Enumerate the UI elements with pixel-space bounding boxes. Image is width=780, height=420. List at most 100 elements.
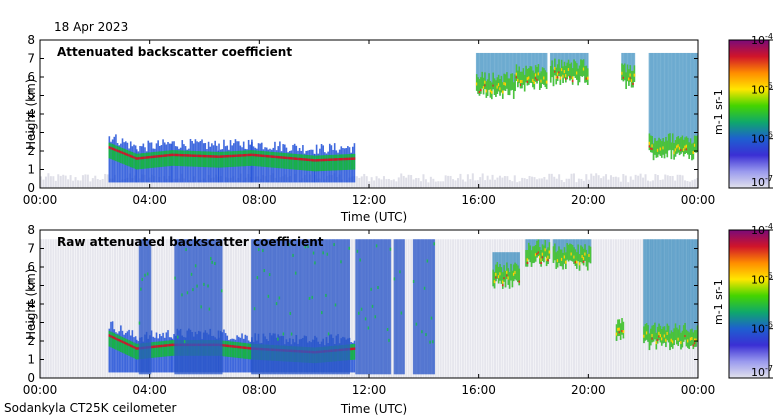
cloud-column — [689, 52, 692, 156]
aerosol-core — [188, 150, 190, 167]
layer-top-mark — [236, 154, 238, 157]
noise-column — [128, 239, 131, 378]
noise-curtain — [379, 239, 382, 375]
layer-top-mark — [259, 154, 261, 157]
noise-curtain — [315, 239, 318, 375]
noise-curtain — [262, 239, 264, 375]
aerosol-core — [347, 154, 349, 170]
layer-top-mark — [163, 344, 166, 347]
cloud-core — [687, 137, 689, 155]
layer-top-mark — [247, 153, 250, 157]
layer-top-mark — [303, 158, 306, 161]
noise-column — [590, 173, 593, 188]
noise-column — [427, 182, 430, 188]
noise-column — [563, 239, 566, 378]
noise-speckle — [356, 249, 359, 253]
aerosol-core — [108, 330, 111, 347]
layer-top-mark — [184, 154, 187, 157]
noise-column — [138, 178, 141, 188]
noise-curtain — [183, 239, 186, 375]
noise-curtain — [190, 239, 193, 375]
cloud-column — [656, 239, 659, 344]
noise-column — [153, 239, 156, 378]
aerosol-core — [160, 341, 163, 357]
layer-top-mark — [216, 155, 218, 158]
x-tick-label: 04:00 — [132, 383, 167, 397]
noise-column — [227, 239, 230, 378]
cloud-base-mark — [632, 82, 634, 85]
noise-column — [91, 239, 94, 378]
aerosol-core — [241, 342, 243, 359]
noise-curtain — [284, 239, 286, 375]
noise-column — [114, 239, 117, 378]
layer-top-mark — [142, 156, 145, 160]
noise-column — [513, 239, 516, 378]
cloud-core — [681, 135, 684, 153]
noise-speckle — [141, 277, 144, 281]
cloud-core — [510, 73, 512, 91]
cloud-peak — [588, 253, 590, 257]
cloud-core — [652, 324, 655, 342]
noise-column — [429, 176, 432, 188]
cloud-peak — [507, 276, 510, 280]
noise-column — [565, 239, 568, 378]
noise-column — [597, 175, 600, 188]
cloud-column — [496, 52, 499, 94]
noise-column — [239, 239, 242, 378]
cloud-column — [652, 239, 655, 342]
cloud-base-mark — [503, 277, 505, 280]
y-tick-label: 7 — [27, 52, 35, 66]
layer-top-mark — [211, 155, 213, 158]
layer-top-mark — [319, 158, 321, 162]
cloud-column — [489, 52, 492, 98]
noise-curtain — [278, 239, 281, 375]
layer-top-mark — [129, 344, 132, 347]
aerosol-core — [152, 152, 155, 168]
aerosol-core — [298, 154, 301, 170]
layer-top-mark — [131, 345, 134, 348]
cloud-base-mark — [582, 260, 585, 263]
layer-top-mark — [229, 344, 232, 348]
noise-speckle — [294, 271, 297, 275]
cloud-peak — [496, 85, 499, 89]
cloud-peak — [682, 148, 685, 152]
cloud-core — [558, 246, 560, 264]
layer-top-mark — [126, 342, 129, 346]
noise-speckle — [186, 291, 189, 295]
cloud-column — [695, 239, 697, 347]
noise-column — [67, 179, 70, 188]
noise-speckle — [190, 272, 193, 276]
aerosol-core — [302, 154, 304, 171]
noise-speckle — [360, 307, 363, 311]
noise-column — [40, 176, 42, 188]
noise-column — [686, 181, 689, 188]
noise-curtain — [263, 239, 266, 375]
cloud-core — [696, 135, 699, 153]
noise-curtain — [181, 239, 183, 375]
layer-top-mark — [270, 155, 273, 158]
layer-top-mark — [327, 158, 329, 162]
x-tick-label: 00:00 — [23, 193, 58, 207]
cloud-column — [682, 52, 685, 157]
noise-column — [432, 178, 435, 188]
cloud-core — [662, 326, 664, 344]
noise-speckle — [400, 311, 403, 315]
cloud-core — [681, 330, 684, 348]
noise-column — [229, 177, 232, 188]
noise-column — [506, 176, 509, 188]
noise-speckle — [370, 287, 372, 291]
noise-curtain — [432, 239, 434, 375]
cloud-peak — [571, 76, 574, 80]
cloud-peak — [515, 72, 518, 76]
cloud-base-mark — [526, 80, 529, 83]
layer-top-mark — [162, 344, 164, 348]
aerosol-core — [118, 146, 121, 163]
cloud-peak — [526, 77, 529, 81]
noise-curtain — [299, 239, 301, 375]
cloud-column — [655, 239, 658, 350]
noise-column — [267, 179, 270, 188]
noise-column — [353, 239, 356, 378]
noise-curtain — [178, 239, 181, 375]
cloud-core — [682, 325, 685, 342]
layer-top-mark — [282, 156, 284, 159]
